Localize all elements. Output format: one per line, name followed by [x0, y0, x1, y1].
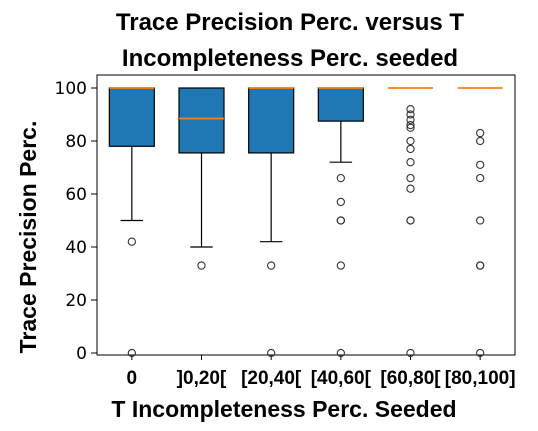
- box-body: [178, 87, 225, 154]
- y-tick-label: 40: [65, 238, 87, 258]
- y-tick-label: 0: [76, 344, 87, 364]
- y-axis-label: Trace Precision Perc.: [15, 121, 41, 354]
- chart-title-line-2: Incompleteness Perc. seeded: [122, 45, 458, 72]
- box-body: [248, 87, 295, 154]
- outlier-point: [127, 237, 136, 246]
- outlier-point: [127, 348, 136, 358]
- y-tick-label: 20: [65, 291, 87, 311]
- x-tick-label: [80,100]: [445, 368, 516, 389]
- box-group-3: [248, 87, 295, 358]
- outlier-point: [336, 348, 345, 358]
- x-tick-label: ]0,20[: [177, 368, 227, 389]
- outlier-point: [406, 158, 415, 167]
- outlier-point: [406, 348, 415, 358]
- y-axis-ticks: 0 20 40 60 80 100: [55, 79, 97, 364]
- box-group-5: [388, 87, 433, 358]
- box-group-1: [108, 87, 155, 358]
- outlier-point: [406, 110, 415, 119]
- plot-area-frame: [96, 74, 516, 356]
- chart-title-line-1: Trace Precision Perc. versus T: [116, 9, 465, 36]
- x-tick-label: 0: [127, 368, 138, 389]
- outlier-point: [406, 136, 415, 146]
- outlier-point: [476, 348, 485, 358]
- outlier-point: [336, 216, 345, 225]
- x-tick-label: [20,40[: [241, 368, 302, 389]
- box-body: [108, 87, 155, 147]
- box-group-4: [317, 87, 364, 358]
- y-tick-label: 80: [65, 132, 87, 152]
- outlier-point: [476, 136, 485, 146]
- outlier-point: [406, 184, 415, 193]
- outlier-point: [267, 261, 276, 270]
- outlier-point: [476, 128, 485, 138]
- outlier-point: [476, 261, 485, 270]
- x-tick-label: [60,80[: [380, 368, 441, 389]
- x-tick-label: [40,60[: [311, 368, 372, 389]
- y-tick-label: 100: [55, 79, 87, 99]
- y-tick-label: 60: [65, 185, 87, 205]
- outlier-point: [406, 115, 415, 124]
- outlier-point: [406, 123, 415, 132]
- outlier-point: [476, 160, 485, 169]
- chart-title: Trace Precision Perc. versus T Incomplet…: [116, 9, 465, 72]
- outlier-point: [406, 105, 415, 114]
- outlier-point: [336, 173, 345, 183]
- box-body: [317, 87, 364, 122]
- box-group-2: [178, 87, 225, 270]
- outlier-point: [406, 173, 415, 183]
- outlier-point: [406, 144, 415, 154]
- outlier-point: [406, 120, 415, 130]
- outlier-point: [336, 197, 345, 207]
- outlier-point: [406, 216, 415, 225]
- box-group-6: [457, 87, 503, 358]
- outlier-point: [267, 348, 276, 358]
- outlier-point: [476, 216, 485, 225]
- x-axis-ticks: 0 ]0,20[ [20,40[ [40,60[ [60,80[[80,100]: [127, 355, 516, 389]
- x-axis-label: T Incompleteness Perc. Seeded: [111, 396, 456, 422]
- box-series: [108, 87, 503, 358]
- outlier-point: [336, 261, 345, 270]
- outlier-point: [476, 173, 485, 183]
- outlier-point: [197, 261, 206, 270]
